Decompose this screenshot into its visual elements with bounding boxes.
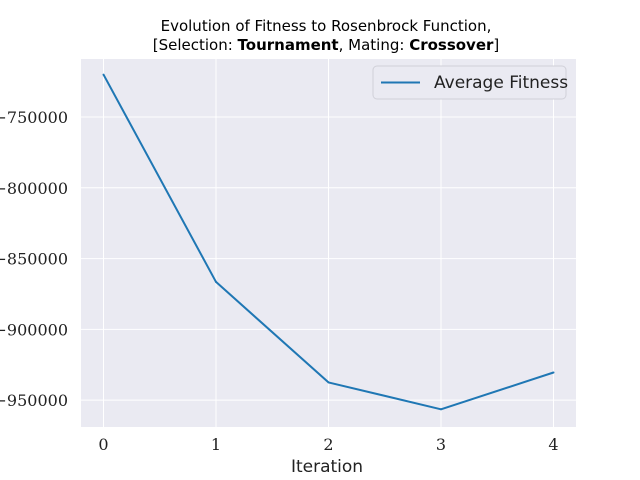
x-tick-labels: 0 1 2 3 4 [98, 435, 558, 454]
x-tick-label: 2 [323, 435, 333, 454]
x-tick-label: 0 [98, 435, 108, 454]
x-axis-label: Iteration [291, 457, 363, 477]
title-segment: Crossover [409, 36, 494, 54]
legend: Average Fitness [372, 65, 568, 100]
data-point [215, 280, 217, 283]
title-segment: [Selection: [153, 36, 238, 54]
y-tick-label: −750000 [0, 108, 68, 127]
y-tick-label: −950000 [0, 391, 68, 410]
y-tick-label: −900000 [0, 320, 68, 339]
series-lines [102, 73, 555, 411]
y-tick-labels: −750000 −800000 −850000 −900000 −950000 [0, 108, 68, 410]
chart-title-line2: [Selection: Tournament, Mating: Crossove… [153, 36, 500, 54]
chart-title-line1: Evolution of Fitness to Rosenbrock Funct… [161, 17, 492, 35]
y-tick-label: −800000 [0, 179, 68, 198]
legend-box [372, 65, 567, 100]
data-point [440, 408, 442, 411]
legend-label: Average Fitness [434, 73, 568, 93]
data-point [102, 73, 105, 76]
data-point [552, 371, 555, 374]
x-tick-label: 3 [436, 435, 446, 454]
title-segment: Tournament [238, 36, 339, 54]
x-tick-label: 4 [548, 435, 558, 454]
y-tick-label: −850000 [0, 250, 68, 269]
grid-lines [81, 59, 576, 427]
title-segment: ] [493, 36, 499, 54]
title-segment: , Mating: [339, 36, 410, 54]
data-point [327, 381, 330, 384]
x-tick-label: 1 [211, 435, 221, 454]
